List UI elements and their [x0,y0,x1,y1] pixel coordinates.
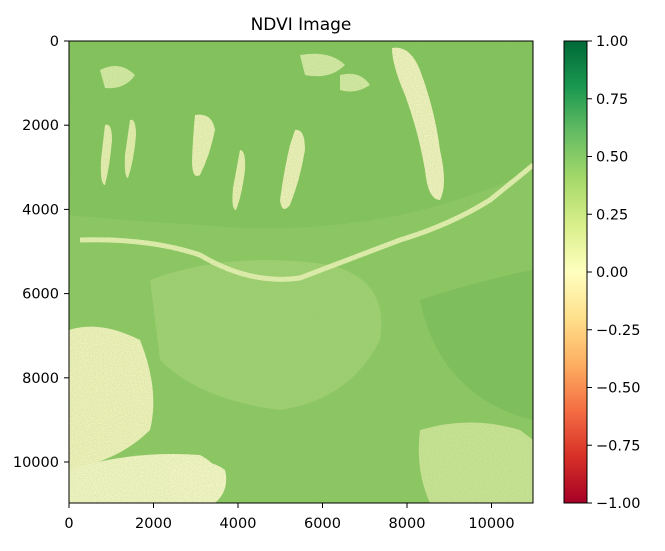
x-tick-label-0: 0 [64,516,73,532]
x-tick-label-2: 4000 [220,516,257,532]
cbar-tick-label-1: 0.75 [596,92,628,108]
cbar-tick-label-6: −0.50 [596,381,640,397]
cbar-tick-label-0: 1.00 [596,34,628,50]
y-tick-label-0: 0 [50,34,59,50]
raster-texture [69,41,533,503]
chart-title: NDVI Image [251,15,352,35]
x-tick-label-3: 6000 [304,516,341,532]
y-tick-label-1: 2000 [22,118,59,134]
cbar-tick-label-7: −0.75 [596,438,640,454]
cbar-tick-label-5: −0.25 [596,323,640,339]
plot-frame [68,40,534,504]
y-tick-label-4: 8000 [22,371,59,387]
y-tick-label-2: 4000 [22,202,59,218]
y-axis: 0 2000 4000 6000 8000 10000 [13,34,69,471]
ndvi-raster [69,41,533,503]
x-tick-label-5: 10000 [468,516,514,532]
cbar-tick-label-8: −1.00 [596,496,640,512]
y-tick-label-3: 6000 [22,287,59,303]
x-tick-label-1: 2000 [135,516,172,532]
cbar-tick-label-2: 0.50 [596,150,628,166]
x-tick-label-4: 8000 [389,516,426,532]
colorbar-gradient [563,40,588,504]
cbar-tick-label-4: 0.00 [596,265,628,281]
cbar-tick-label-3: 0.25 [596,207,628,223]
y-tick-label-5: 10000 [13,455,59,471]
colorbar: 1.00 0.75 0.50 0.25 0.00 −0.25 −0.50 −0.… [563,34,640,512]
x-axis: 0 2000 4000 6000 8000 10000 [64,503,515,532]
